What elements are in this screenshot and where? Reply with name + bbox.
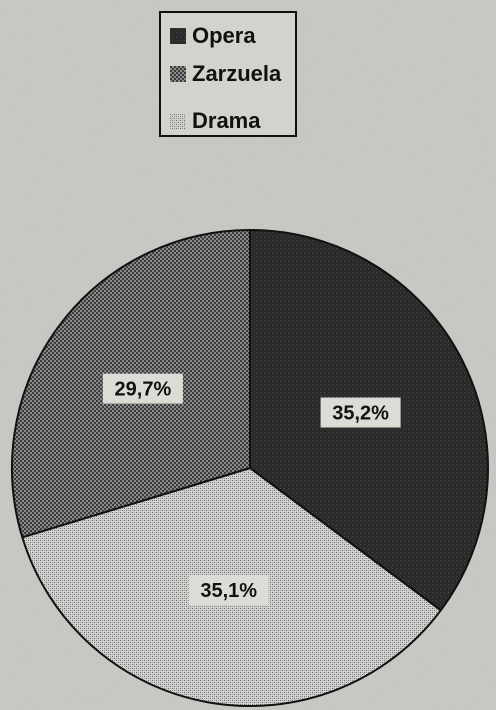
data-label-bg-opera: [320, 397, 401, 428]
data-label-text-opera: 35,2%: [332, 403, 389, 425]
data-label-text-drama: 35,1%: [200, 580, 257, 602]
legend-swatch-zarzuela: [170, 66, 186, 82]
legend-entry-opera: Opera: [170, 23, 256, 48]
legend-entry-zarzuela: Zarzuela: [170, 61, 282, 86]
legend-entry-drama: Drama: [170, 108, 261, 133]
legend-label-drama: Drama: [192, 108, 261, 133]
data-label-zarzuela: 29,7%: [102, 373, 183, 404]
pie-slices: [11, 229, 489, 707]
legend-swatch-opera: [170, 28, 186, 44]
data-labels: 35,2% 29,7% 35,1%: [102, 373, 401, 605]
data-label-text-zarzuela: 29,7%: [115, 379, 172, 401]
data-label-bg-drama: [188, 574, 269, 605]
legend: Opera Zarzuela Drama: [159, 11, 297, 137]
data-label-opera: 35,2%: [320, 397, 401, 428]
legend-swatch-drama: [170, 113, 186, 129]
legend-label-opera: Opera: [192, 23, 256, 48]
data-label-drama: 35,1%: [188, 574, 269, 605]
data-label-bg-zarzuela: [102, 373, 183, 404]
legend-label-zarzuela: Zarzuela: [192, 61, 282, 86]
